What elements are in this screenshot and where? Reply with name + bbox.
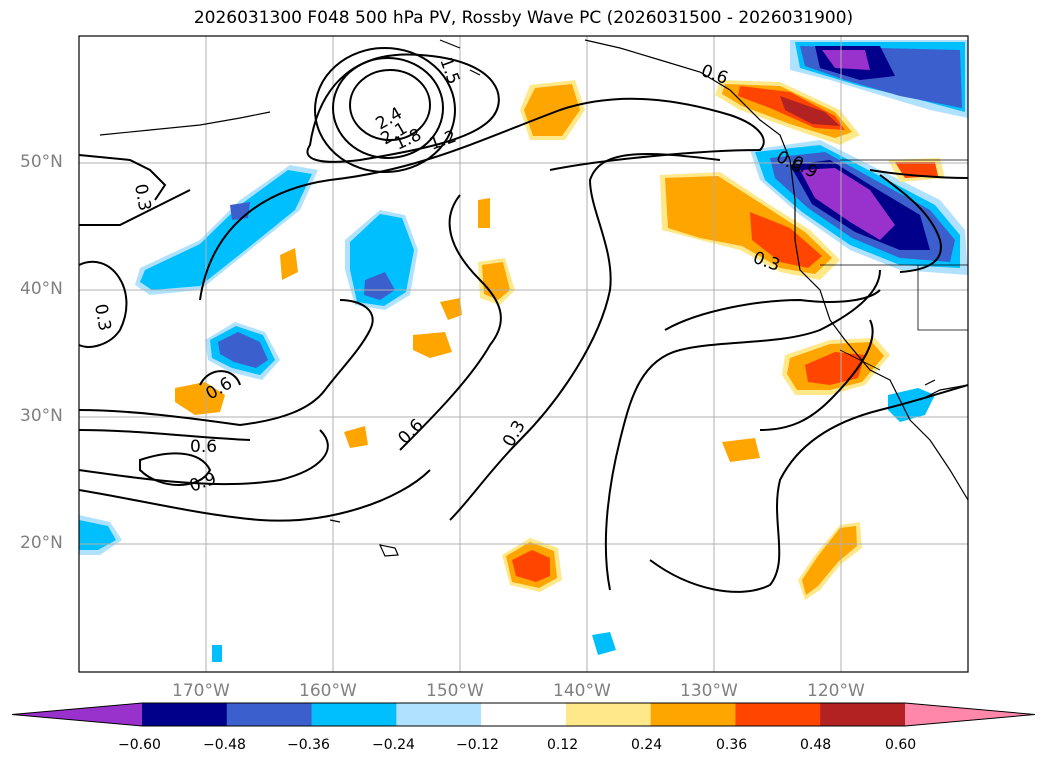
colorbar-segment — [565, 703, 652, 726]
neg-anomaly-west-2c — [364, 272, 395, 300]
colorbar-segment — [735, 703, 821, 726]
pos-anomaly-d — [440, 298, 462, 320]
colorbar-tick: −0.48 — [203, 737, 246, 753]
colorbar-tick: 0.36 — [716, 737, 748, 753]
pos-anomaly-hawaii-ne-3 — [512, 550, 550, 582]
colorbar-tick: −0.24 — [372, 737, 415, 753]
colorbar — [11, 702, 1036, 727]
colorbar-tick: 0.24 — [631, 737, 663, 753]
colorbar-segment — [396, 703, 482, 726]
pos-anomaly-e — [344, 426, 368, 448]
neg-anomaly-west-3c — [218, 332, 268, 368]
lon-label-130w: 130°W — [680, 681, 738, 701]
pos-anomaly-nw-coast-4 — [780, 96, 840, 126]
pos-anomaly-g — [280, 248, 298, 280]
map-frame — [78, 35, 969, 673]
pos-anomaly-offshore-3 — [750, 212, 822, 268]
colorbar-segment — [226, 703, 313, 726]
colorbar-segment — [820, 703, 906, 726]
colorbar-tick: −0.60 — [118, 737, 161, 753]
colorbar-extend-low — [12, 703, 142, 726]
colorbar-tick: 0.48 — [800, 737, 832, 753]
pos-anomaly-a — [175, 382, 225, 415]
contour-label: 0.3 — [90, 302, 114, 332]
pv-contours — [78, 47, 969, 593]
graticule — [79, 36, 968, 672]
pos-anomaly-b — [413, 332, 452, 358]
lon-label-170w: 170°W — [172, 681, 230, 701]
lon-label-160w: 160°W — [299, 681, 357, 701]
contour-label: 0.6 — [190, 437, 217, 457]
lat-label-30: 30°N — [20, 406, 63, 426]
neg-anomaly-pnw-5 — [800, 168, 895, 240]
colorbar-segment — [650, 703, 736, 726]
neg-anomaly-socal — [888, 388, 935, 422]
colorbar-tick: −0.12 — [456, 737, 499, 753]
pos-anomaly-f — [722, 438, 760, 462]
lat-label-20: 20°N — [20, 533, 63, 553]
lat-label-50: 50°N — [20, 152, 63, 172]
neg-anomaly-sw-b — [79, 520, 116, 550]
colorbar-tick: 0.12 — [547, 737, 579, 753]
neg-anomaly-west-1c — [230, 202, 250, 220]
neg-anomaly-small-1 — [592, 632, 616, 655]
colorbar-tick: 0.60 — [885, 737, 917, 753]
contour-label: 0.3 — [130, 182, 154, 212]
colorbar-outline — [11, 702, 1036, 727]
pos-anomaly-h — [478, 198, 490, 228]
chart-title: 2026031300 F048 500 hPa PV, Rossby Wave … — [193, 8, 854, 28]
lon-label-150w: 150°W — [426, 681, 484, 701]
colorbar-segment — [311, 703, 397, 726]
neg-anomaly-north-5 — [822, 50, 870, 70]
colorbar-extend-high — [905, 703, 1035, 726]
lon-label-120w: 120°W — [807, 681, 865, 701]
lat-label-40: 40°N — [20, 279, 63, 299]
lon-label-140w: 140°W — [553, 681, 611, 701]
colorbar-segment — [142, 703, 228, 726]
pos-anomaly-baja-2 — [802, 526, 857, 595]
colorbar-segment — [481, 703, 567, 726]
colorbar-tick: −0.36 — [287, 737, 330, 753]
neg-anomaly-small-2 — [212, 645, 222, 662]
state-borders — [820, 159, 968, 371]
pos-anomaly-gulf-2 — [524, 84, 580, 136]
